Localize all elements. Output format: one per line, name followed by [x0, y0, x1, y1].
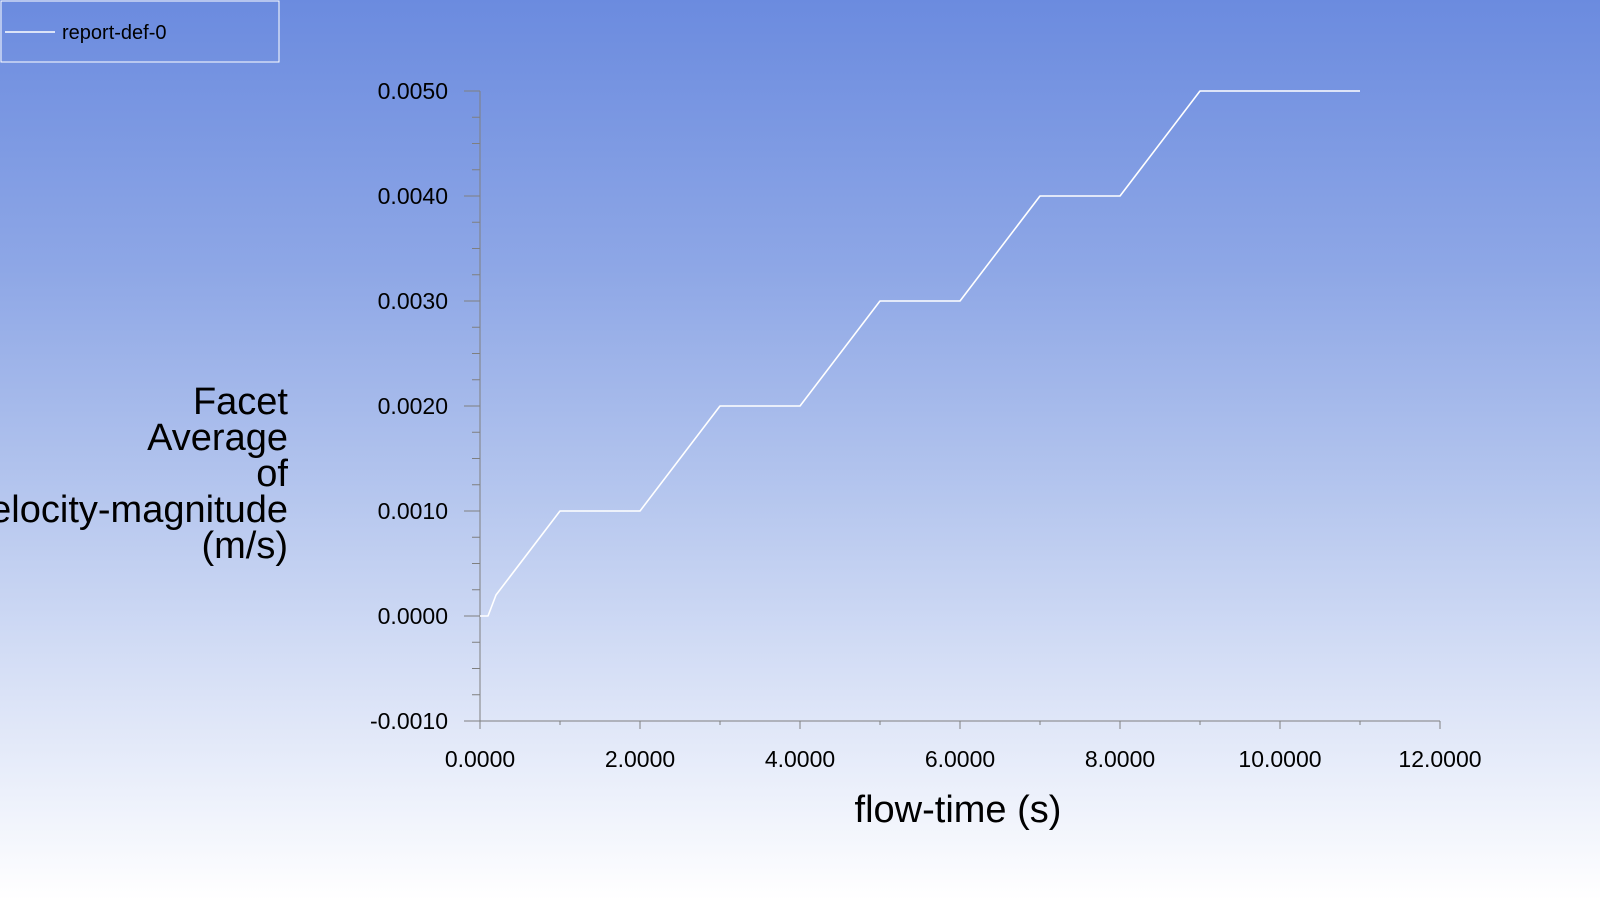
x-axis-title: flow-time (s): [855, 789, 1062, 831]
y-axis-title-line: Velocity-magnitude: [0, 489, 288, 531]
y-tick-label: 0.0050: [378, 78, 448, 104]
legend-label: report-def-0: [62, 22, 167, 44]
y-axis-title-line: (m/s): [201, 525, 288, 567]
x-tick-label: 6.0000: [925, 746, 995, 772]
y-tick-label: 0.0040: [378, 183, 448, 209]
ticks: [464, 90, 1441, 729]
axes: [479, 91, 1440, 722]
y-tick-label: 0.0010: [378, 498, 448, 524]
tick-labels: -0.0010 0.0000 0.0010 0.0020 0.0030 0.0040 0.0…: [370, 78, 1482, 772]
x-tick-label: 2.0000: [605, 746, 675, 772]
x-tick-label: 10.0000: [1238, 746, 1321, 772]
y-tick-label: 0.0020: [378, 393, 448, 419]
x-tick-label: 4.0000: [765, 746, 835, 772]
x-tick-label: 12.0000: [1398, 746, 1481, 772]
x-tick-label: 8.0000: [1085, 746, 1155, 772]
y-axis-title-line: Facet: [192, 381, 288, 423]
legend: report-def-0: [0, 0, 280, 63]
series-line-0: [480, 90, 1360, 617]
y-tick-label: 0.0030: [378, 288, 448, 314]
y-axis-title-line: of: [256, 453, 288, 495]
x-tick-label: 0.0000: [445, 746, 515, 772]
y-axis-title: FacetAverageofVelocity-magnitude(m/s): [0, 381, 288, 567]
y-axis-title-line: Average: [147, 417, 288, 459]
series: [480, 90, 1360, 617]
y-tick-label: -0.0010: [370, 708, 448, 734]
legend-box: [0, 0, 280, 63]
y-tick-label: 0.0000: [378, 603, 448, 629]
